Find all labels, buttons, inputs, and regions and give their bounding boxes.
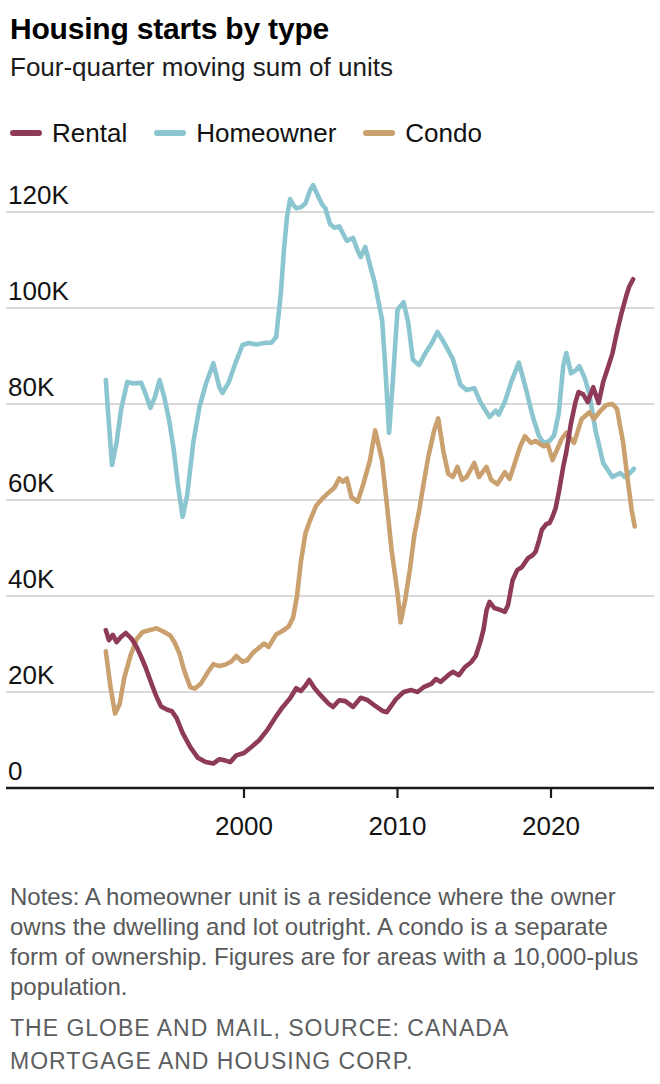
y-axis-label-0: 0: [8, 756, 22, 786]
y-axis-label-120K: 120K: [8, 180, 69, 210]
page: Housing starts by type Four-quarter movi…: [0, 0, 660, 1084]
condo-line: [106, 404, 635, 714]
y-axis-label-20K: 20K: [8, 660, 55, 690]
chart-notes: Notes: A homeowner unit is a residence w…: [10, 882, 660, 1002]
y-axis-label-60K: 60K: [8, 468, 55, 498]
y-axis-label-100K: 100K: [8, 276, 69, 306]
rental-line: [106, 279, 633, 763]
x-axis-label-2000: 2000: [215, 811, 273, 841]
chart-source: THE GLOBE AND MAIL, SOURCE: CANADA MORTG…: [10, 1012, 540, 1078]
chart: 0 20K 40K 60K 80K 100K 120K 2000 2010 2020: [0, 0, 660, 860]
y-axis-label-80K: 80K: [8, 372, 55, 402]
y-axis-label-40K: 40K: [8, 564, 55, 594]
x-axis-label-2020: 2020: [522, 811, 580, 841]
x-axis-label-2010: 2010: [369, 811, 427, 841]
